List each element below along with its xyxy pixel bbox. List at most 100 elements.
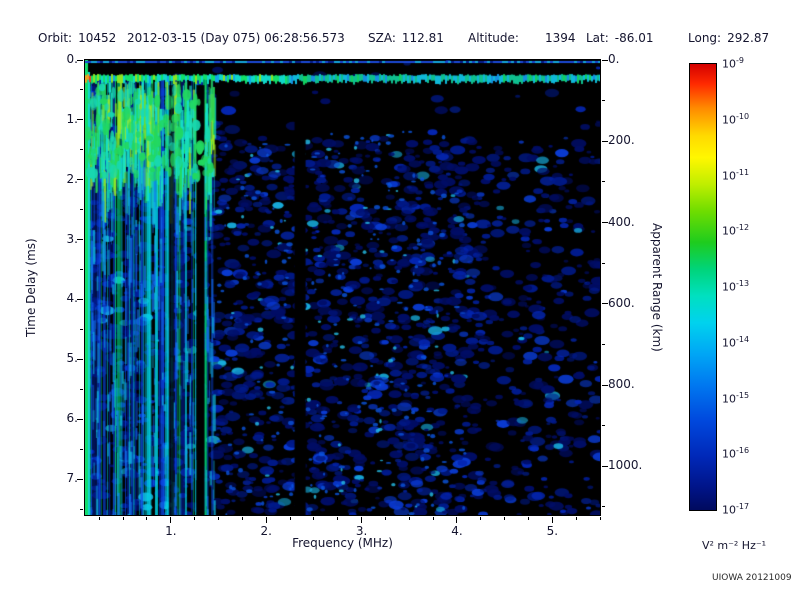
y-left-axis-tick bbox=[77, 59, 83, 61]
colorbar-tick-label: 10-11 bbox=[722, 167, 750, 183]
x-axis-tick bbox=[313, 517, 315, 520]
x-axis-tick bbox=[527, 517, 529, 520]
header-field-altitude: Altitude: 1394 bbox=[468, 31, 575, 45]
x-axis-tick bbox=[504, 517, 506, 520]
long-label: Long: bbox=[688, 31, 722, 45]
y-left-tick-label: 3. bbox=[66, 231, 78, 246]
orbit-label: Orbit: bbox=[38, 31, 73, 45]
y-left-axis-tick bbox=[80, 269, 83, 271]
x-axis-tick bbox=[480, 517, 482, 520]
y-right-axis-tick bbox=[602, 465, 608, 467]
y-left-tick-label: 7. bbox=[66, 471, 78, 486]
header-field-lat: Lat: -86.01 bbox=[586, 31, 653, 45]
y-left-axis-tick bbox=[80, 508, 83, 510]
header-field-orbit: Orbit: 10452 bbox=[38, 31, 116, 45]
y-right-axis-tick bbox=[602, 384, 608, 386]
x-axis-tick bbox=[408, 517, 410, 520]
colorbar-tick-label: 10-12 bbox=[722, 223, 750, 238]
x-axis-tick bbox=[432, 517, 434, 520]
x-axis-tick bbox=[289, 517, 291, 520]
x-axis-tick bbox=[575, 517, 577, 520]
y-left-axis-tick bbox=[80, 209, 83, 211]
x-axis-tick bbox=[337, 517, 339, 520]
y-left-axis-tick bbox=[77, 418, 83, 420]
x-axis-tick bbox=[122, 517, 124, 520]
colorbar bbox=[689, 63, 717, 511]
y-right-axis-tick bbox=[602, 506, 605, 508]
spectrogram-canvas bbox=[85, 60, 600, 515]
y-left-tick-label: 6. bbox=[66, 411, 78, 426]
y-right-axis-tick bbox=[602, 59, 608, 61]
x-axis-tick bbox=[218, 517, 220, 520]
y-right-axis-tick bbox=[602, 343, 605, 345]
x-axis-tick bbox=[456, 517, 458, 523]
y-right-axis-tick bbox=[602, 181, 605, 183]
colorbar-tick-label: 10-15 bbox=[722, 390, 750, 406]
colorbar-tick-label: 10-16 bbox=[722, 446, 750, 461]
y-right-axis-tick bbox=[602, 303, 608, 305]
x-axis-tick bbox=[551, 517, 553, 523]
y-right-axis-tick bbox=[602, 222, 608, 223]
x-axis-tick bbox=[265, 517, 267, 523]
x-tick-label: 2. bbox=[260, 524, 272, 538]
orbit-value: 10452 bbox=[78, 31, 117, 45]
y-right-axis-tick bbox=[602, 425, 605, 427]
y-left-axis-tick bbox=[77, 119, 83, 121]
sza-value: 112.81 bbox=[401, 31, 444, 45]
y-left-axis-tick bbox=[77, 239, 83, 241]
colorbar-tick-label: 10-17 bbox=[722, 502, 750, 517]
y-axis-label-right: Apparent Range (km) bbox=[650, 223, 664, 352]
x-tick-label: 5. bbox=[546, 524, 559, 538]
y-left-axis-tick bbox=[80, 448, 83, 450]
header-field-datetime: 2012-03-15 (Day 075) 06:28:56.573 bbox=[127, 31, 345, 45]
y-left-tick-label: 0. bbox=[66, 52, 78, 66]
x-axis-tick bbox=[194, 517, 196, 520]
x-axis-label: Frequency (MHz) bbox=[292, 536, 393, 550]
y-left-tick-label: 5. bbox=[66, 351, 78, 366]
y-left-axis-tick bbox=[80, 328, 83, 330]
y-left-axis-tick bbox=[77, 358, 83, 360]
x-axis-tick bbox=[384, 517, 386, 520]
credit-stamp: UIOWA 20121009 bbox=[712, 573, 792, 583]
y-right-tick-label: 800. bbox=[608, 377, 635, 391]
y-left-axis-tick bbox=[80, 89, 83, 91]
y-right-tick-label: 0. bbox=[608, 52, 620, 66]
altitude-label: Altitude: bbox=[468, 31, 519, 45]
y-right-tick-label: 200. bbox=[608, 133, 635, 148]
y-left-axis-tick bbox=[77, 298, 83, 300]
y-right-tick-label: 600. bbox=[608, 295, 635, 310]
colorbar-tick-label: 10-9 bbox=[722, 56, 744, 71]
y-right-axis-tick bbox=[602, 140, 608, 142]
datetime-value: 2012-03-15 (Day 075) 06:28:56.573 bbox=[127, 31, 345, 45]
y-left-tick-label: 2. bbox=[66, 171, 78, 186]
colorbar-tick-label: 10-10 bbox=[722, 111, 750, 127]
y-left-axis-tick bbox=[77, 478, 83, 480]
x-axis-tick bbox=[361, 517, 363, 523]
y-left-axis-tick bbox=[80, 388, 83, 390]
header-field-long: Long: 292.87 bbox=[688, 31, 769, 45]
x-axis-tick bbox=[241, 517, 243, 520]
y-left-tick-label: 4. bbox=[66, 291, 78, 306]
y-right-axis-tick bbox=[602, 100, 605, 102]
y-left-tick-label: 1. bbox=[66, 111, 78, 126]
x-tick-label: 3. bbox=[355, 524, 368, 538]
altitude-value: 1394 bbox=[544, 31, 576, 45]
x-axis-tick bbox=[146, 517, 148, 520]
y-right-tick-label: 1000. bbox=[608, 458, 643, 473]
y-right-axis-tick bbox=[602, 262, 605, 264]
lat-value: -86.01 bbox=[614, 31, 654, 45]
y-left-axis-tick bbox=[80, 149, 83, 151]
x-tick-label: 1. bbox=[165, 524, 177, 538]
lat-label: Lat: bbox=[586, 31, 609, 45]
x-tick-label: 4. bbox=[451, 524, 463, 538]
y-axis-label-left: Time Delay (ms) bbox=[24, 238, 38, 337]
x-axis-tick bbox=[170, 517, 172, 523]
x-axis-tick bbox=[599, 517, 601, 520]
x-axis-tick bbox=[98, 517, 100, 520]
y-right-tick-label: 400. bbox=[608, 214, 635, 229]
long-value: 292.87 bbox=[727, 31, 770, 45]
header-field-sza: SZA: 112.81 bbox=[368, 31, 444, 45]
sza-label: SZA: bbox=[368, 31, 396, 45]
colorbar-tick-label: 10-13 bbox=[722, 279, 750, 294]
